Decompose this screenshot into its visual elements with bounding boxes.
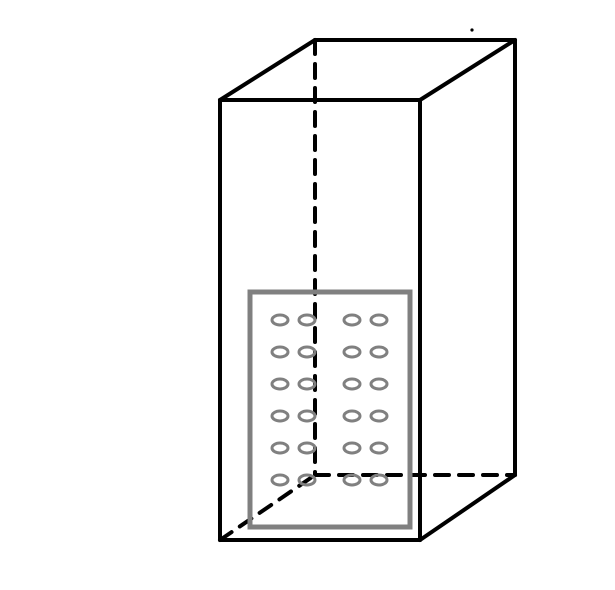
vent-hole [299,379,315,389]
vent-hole [371,443,387,453]
vent-hole [344,475,360,485]
vent-hole [344,443,360,453]
vent-hole [272,347,288,357]
vent-hole [371,411,387,421]
vent-hole [272,475,288,485]
vent-hole [344,379,360,389]
vent-hole [371,315,387,325]
vent-hole [344,315,360,325]
vent-hole [371,379,387,389]
box-edge [220,40,315,100]
vent-hole [272,315,288,325]
vent-hole [371,347,387,357]
vent-hole [344,347,360,357]
stray-dot [470,28,473,31]
vent-hole [299,411,315,421]
vent-hole [272,443,288,453]
vent-panel-frame [250,292,410,527]
vent-hole [272,379,288,389]
box-edge [420,40,515,100]
diagram-canvas [0,0,615,590]
box-edge [420,475,515,540]
vent-hole [299,315,315,325]
vent-hole [272,411,288,421]
vent-hole [299,347,315,357]
vent-hole [299,443,315,453]
vent-hole [371,475,387,485]
vent-hole [344,411,360,421]
